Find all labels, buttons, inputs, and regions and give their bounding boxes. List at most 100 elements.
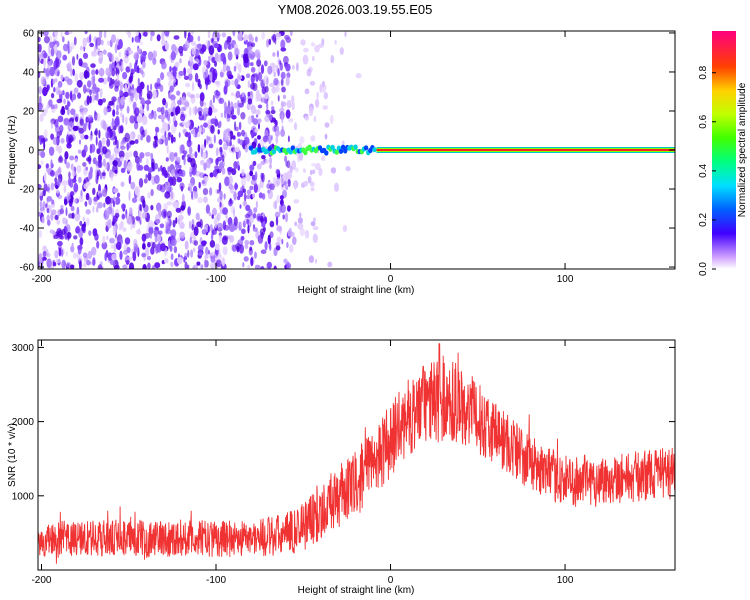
heatmap-cell (147, 172, 152, 181)
heatmap-cell (213, 134, 216, 144)
heatmap-cell (310, 42, 316, 47)
heatmap-cell (322, 105, 328, 110)
heatmap-cell (271, 106, 275, 111)
heatmap-cell (270, 100, 274, 106)
heatmap-cell (249, 164, 255, 171)
heatmap-cell (85, 192, 90, 201)
heatmap-cell (207, 136, 211, 141)
heatmap-cell (124, 83, 128, 91)
heatmap-cell (181, 96, 187, 105)
heatmap-cell (97, 202, 103, 209)
heatmap-cell (170, 51, 176, 61)
heatmap-cell (193, 236, 197, 241)
heatmap-cell (62, 217, 67, 225)
heatmap-cell (151, 158, 155, 168)
heatmap-x-label: Height of straight line (km) (298, 285, 415, 296)
heatmap-cell (159, 84, 164, 93)
heatmap-cell (256, 58, 262, 67)
heatmap-cell (40, 150, 46, 159)
heatmap-cell (182, 121, 185, 126)
heatmap-cell (258, 192, 263, 199)
heatmap-cell (183, 75, 189, 81)
heatmap-cell (244, 214, 251, 218)
heatmap-cell (152, 57, 157, 65)
heatmap-cell (146, 157, 149, 167)
line-blob (248, 145, 254, 151)
heatmap-cell (242, 220, 246, 228)
heatmap-cell (149, 232, 153, 239)
heatmap-cell (160, 165, 163, 172)
heatmap-cell (302, 54, 309, 65)
heatmap-cell (261, 222, 266, 228)
line-blob (324, 150, 329, 156)
heatmap-cell (146, 84, 149, 92)
heatmap-cell (145, 100, 152, 105)
heatmap-cell (291, 65, 295, 70)
heatmap-cell (258, 122, 260, 130)
heatmap-cell (180, 106, 186, 112)
heatmap-cell (261, 31, 266, 40)
heatmap-cell (136, 47, 141, 55)
heatmap-cell (197, 144, 201, 153)
heatmap-cell (164, 136, 169, 146)
heatmap-cell (126, 217, 133, 225)
heatmap-cell (125, 116, 128, 126)
heatmap-cell (50, 133, 54, 140)
heatmap-cell (121, 61, 124, 70)
heatmap-cell (78, 176, 82, 184)
heatmap-cell (46, 258, 52, 269)
heatmap-cell (265, 109, 271, 115)
heatmap-cell (92, 93, 95, 103)
heatmap-cell (306, 68, 312, 77)
heatmap-cell (134, 139, 139, 144)
heatmap-cell (92, 257, 96, 267)
heatmap-cell (43, 129, 48, 140)
heatmap-cell (312, 226, 319, 231)
heatmap-cell (250, 90, 253, 96)
heatmap-cell (40, 76, 46, 86)
heatmap-cell (55, 188, 60, 194)
heatmap-cell (129, 72, 134, 80)
heatmap-cell (168, 75, 174, 80)
heatmap-cell (304, 88, 310, 95)
heatmap-cell (65, 250, 68, 257)
heatmap-cell (98, 67, 105, 77)
heatmap-cell (140, 134, 143, 141)
heatmap-cell (106, 235, 109, 240)
heatmap-cell (292, 236, 297, 245)
y-tick-label: 20 (23, 106, 35, 117)
heatmap-cell (119, 250, 123, 260)
heatmap-cell (284, 212, 289, 223)
heatmap-cell (70, 205, 75, 212)
heatmap-cell (116, 192, 121, 198)
heatmap-cell (151, 265, 155, 269)
heatmap-cell (291, 101, 295, 111)
heatmap-cell (131, 37, 134, 43)
heatmap-cell (39, 200, 42, 208)
heatmap-cell (107, 75, 111, 82)
heatmap-cell (210, 254, 216, 263)
heatmap-cell (59, 124, 64, 133)
heatmap-cell (179, 182, 185, 190)
heatmap-cell (247, 91, 251, 97)
heatmap-cell (212, 207, 217, 216)
heatmap-cell (226, 113, 230, 119)
heatmap-cell (213, 165, 220, 170)
heatmap-cell (218, 97, 225, 104)
heatmap-cell (69, 203, 72, 207)
heatmap-cell (159, 223, 165, 229)
heatmap-cell (273, 265, 277, 269)
heatmap-cell (99, 172, 103, 180)
heatmap-cell (280, 71, 286, 80)
heatmap-cell (250, 215, 254, 224)
heatmap-cell (176, 176, 183, 183)
heatmap-cell (231, 168, 237, 176)
heatmap-cell (144, 232, 151, 239)
heatmap-cell (127, 161, 133, 171)
heatmap-cell (223, 41, 228, 50)
heatmap-cell (249, 62, 254, 67)
heatmap-cell (76, 53, 79, 61)
heatmap-cell (94, 169, 97, 179)
